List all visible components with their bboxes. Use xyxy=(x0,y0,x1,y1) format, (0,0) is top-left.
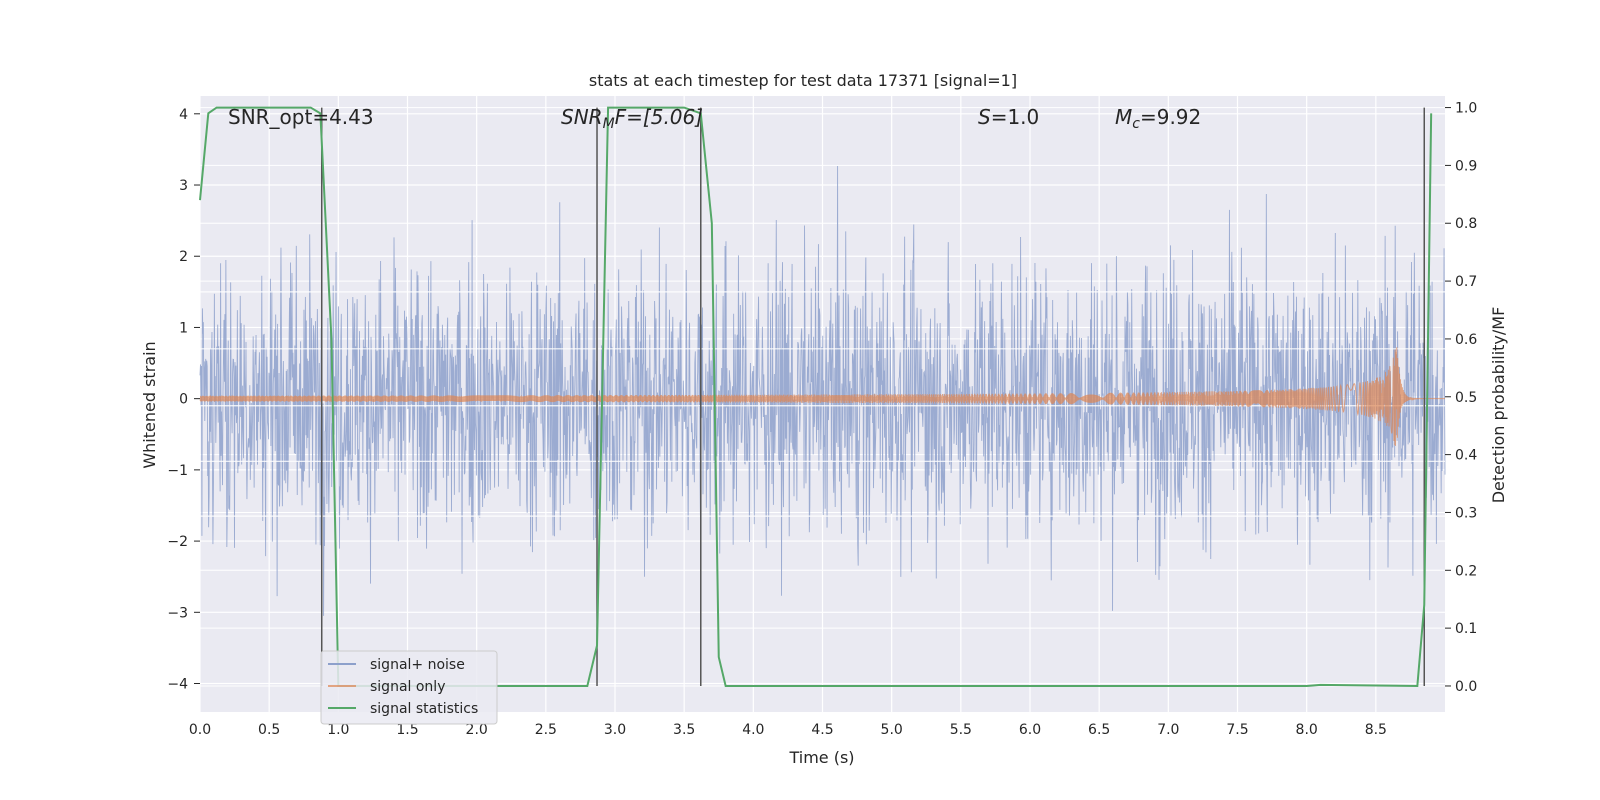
signal-statistics-series xyxy=(199,106,1433,687)
y2-tick-label: 0.8 xyxy=(1455,216,1477,232)
y2-tick-label: 0.9 xyxy=(1455,158,1477,174)
y2-axis-ticks: 1.0 0.9 0.8 0.7 0.6 0.5 0.4 0.3 0.2 0.1 0.0 xyxy=(1445,101,1477,695)
x-tick-label: 6.0 xyxy=(1019,722,1041,738)
y2-tick-label: 0.4 xyxy=(1455,448,1477,464)
x-axis-label: Time (s) xyxy=(788,748,854,767)
annotation-mc-sub: c xyxy=(1132,116,1140,132)
y-tick-label: −2 xyxy=(167,534,188,550)
annotation-snr-mf-rest: F=[5.06] xyxy=(615,105,703,129)
signal-only-line xyxy=(199,347,1445,446)
x-tick-label: 5.5 xyxy=(950,722,972,738)
annotation-s: S=1.0 xyxy=(978,105,1039,129)
noise-band-lines xyxy=(200,291,1445,517)
y-axis-label: Whitened strain xyxy=(140,341,159,468)
y-tick-label: 2 xyxy=(179,249,188,265)
x-tick-label: 3.5 xyxy=(673,722,695,738)
annotation-mc-italic: M xyxy=(1115,105,1132,129)
signal-statistics-line xyxy=(199,106,1433,687)
annotation-snr-mf-italic: SNR xyxy=(561,105,603,129)
legend-label-signal-statistics: signal statistics xyxy=(370,701,478,717)
annotation-s-rest: =1.0 xyxy=(991,105,1040,129)
x-tick-label: 0.5 xyxy=(258,722,280,738)
y2-tick-label: 1.0 xyxy=(1455,101,1477,117)
y-tick-label: −4 xyxy=(167,677,188,693)
y-tick-label: 1 xyxy=(179,320,188,336)
annotation-snr-mf-sub: M xyxy=(603,116,615,132)
y-tick-label: −1 xyxy=(167,463,188,479)
annotation-mc-rest: =9.92 xyxy=(1140,105,1201,129)
x-tick-label: 3.0 xyxy=(604,722,626,738)
x-tick-label: 7.5 xyxy=(1226,722,1248,738)
x-tick-label: 4.0 xyxy=(742,722,764,738)
signal-noise-line xyxy=(199,166,1446,616)
legend-label-signal-noise: signal+ noise xyxy=(370,657,465,673)
legend-label-signal-only: signal only xyxy=(370,679,445,695)
x-tick-label: 8.5 xyxy=(1365,722,1387,738)
x-tick-label: 0.0 xyxy=(189,722,211,738)
y2-tick-label: 0.7 xyxy=(1455,274,1477,290)
x-tick-label: 2.5 xyxy=(535,722,557,738)
chart-title: stats at each timestep for test data 173… xyxy=(589,71,1017,90)
x-tick-label: 7.0 xyxy=(1157,722,1179,738)
y-tick-label: 3 xyxy=(179,178,188,194)
annotation-mc: Mc=9.92 xyxy=(1115,105,1201,132)
y-tick-label: 0 xyxy=(179,392,188,408)
x-tick-label: 4.5 xyxy=(811,722,833,738)
x-tick-label: 1.5 xyxy=(396,722,418,738)
y2-axis-label: Detection probability/MF xyxy=(1489,307,1508,504)
annotation-snr-opt: SNR_opt=4.43 xyxy=(228,105,374,129)
signal-noise-series xyxy=(199,166,1446,616)
annotation-snr-mf: SNRMF=[5.06] xyxy=(561,105,703,132)
y2-tick-label: 0.0 xyxy=(1455,679,1477,695)
annotation-s-italic: S xyxy=(978,105,991,129)
y2-tick-label: 0.5 xyxy=(1455,390,1477,406)
y-tick-label: −3 xyxy=(167,605,188,621)
y2-tick-label: 0.6 xyxy=(1455,332,1477,348)
y-tick-label: 4 xyxy=(179,107,188,123)
x-tick-label: 5.0 xyxy=(881,722,903,738)
x-tick-label: 2.0 xyxy=(466,722,488,738)
y-axis-ticks: 4 3 2 1 0 −1 −2 −3 −4 xyxy=(167,107,200,693)
signal-only-series xyxy=(199,347,1445,446)
legend: signal+ noise signal only signal statist… xyxy=(320,650,498,725)
x-tick-label: 6.5 xyxy=(1088,722,1110,738)
x-tick-label: 8.0 xyxy=(1296,722,1318,738)
y2-tick-label: 0.1 xyxy=(1455,621,1477,637)
x-tick-label: 1.0 xyxy=(327,722,349,738)
x-axis-ticks: 0.0 0.5 1.0 1.5 2.0 2.5 3.0 3.5 4.0 4.5 5.0 5.5 6.0 6… xyxy=(189,722,1387,738)
y2-tick-label: 0.2 xyxy=(1455,563,1477,579)
y2-tick-label: 0.3 xyxy=(1455,505,1477,521)
